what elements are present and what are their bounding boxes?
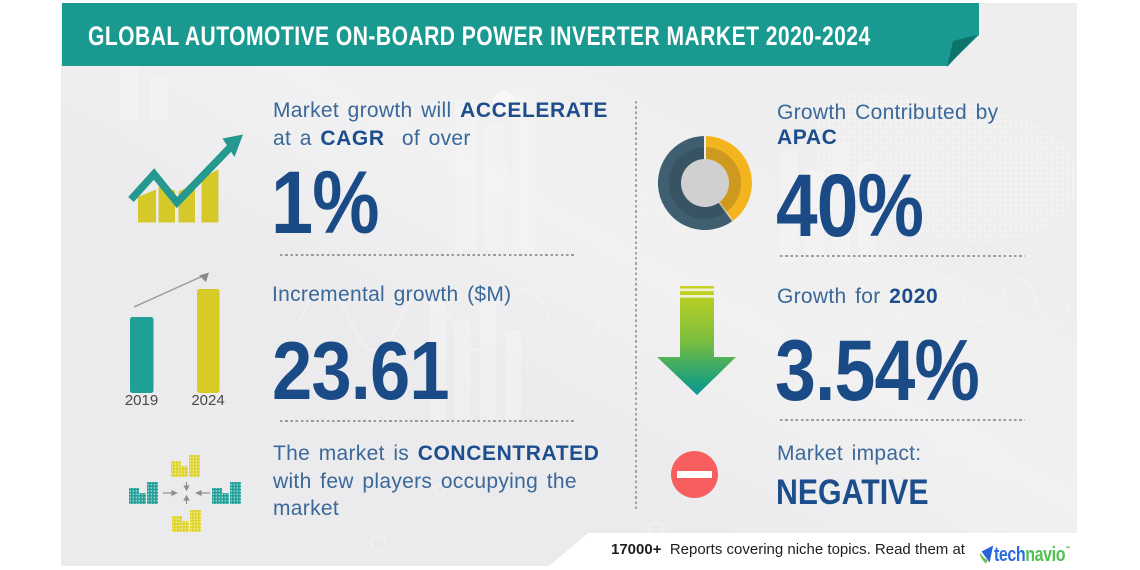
svg-text:technavio: technavio	[994, 543, 1065, 565]
svg-text:2024: 2024	[191, 392, 224, 407]
svg-text:2019: 2019	[125, 392, 158, 407]
